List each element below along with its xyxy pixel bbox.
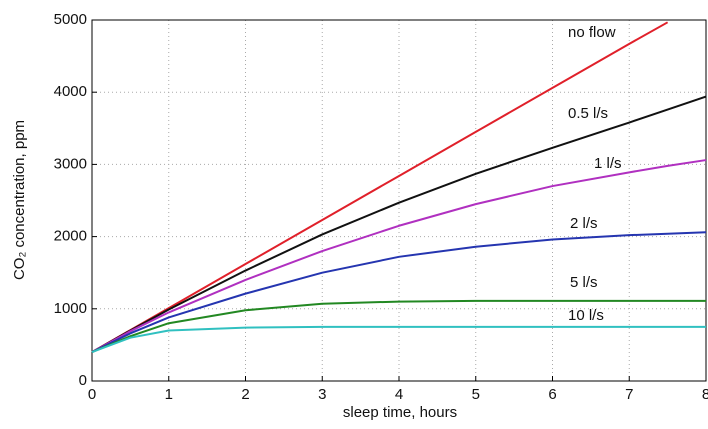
series-line [91, 325, 706, 354]
plot-frame [91, 19, 707, 382]
y-tick-label: 1000 [54, 300, 87, 317]
series-line [91, 299, 706, 354]
series-label: 10 l/s [568, 307, 604, 324]
series-label: 0.5 l/s [568, 105, 608, 122]
x-tick-label: 0 [88, 386, 96, 403]
series-label: 1 l/s [594, 155, 622, 172]
x-tick-label: 1 [165, 386, 173, 403]
series-line [91, 95, 707, 353]
series-label: 5 l/s [570, 274, 598, 291]
y-axis-label: CO₂ concentration, ppm [11, 120, 28, 280]
y-tick-label: 4000 [54, 83, 87, 100]
x-axis-label: sleep time, hours [343, 404, 457, 421]
y-tick-label: 2000 [54, 228, 87, 245]
series-line [91, 159, 707, 353]
y-tick-label: 5000 [54, 11, 87, 28]
x-tick-label: 2 [241, 386, 249, 403]
series-label: 2 l/s [570, 215, 598, 232]
x-tick-label: 4 [395, 386, 403, 403]
series-label: no flow [568, 24, 616, 41]
x-tick-label: 5 [472, 386, 480, 403]
x-tick-label: 3 [318, 386, 326, 403]
x-tick-label: 7 [625, 386, 633, 403]
y-tick-label: 3000 [54, 155, 87, 172]
x-tick-label: 6 [548, 386, 556, 403]
series-line [91, 231, 707, 354]
y-tick-label: 0 [79, 372, 87, 389]
x-tick-label: 8 [702, 386, 708, 403]
